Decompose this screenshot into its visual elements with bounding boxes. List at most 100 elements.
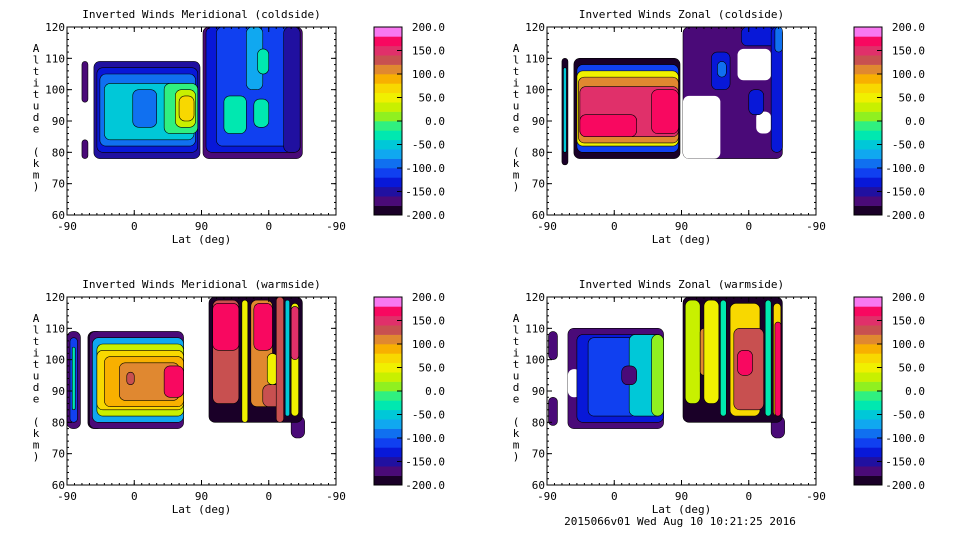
contour-region: [178, 95, 195, 122]
y-tick-label: 60: [532, 479, 545, 492]
colorbar-tick-label: 100.0: [412, 68, 445, 81]
y-tick-label: 110: [45, 52, 65, 65]
colorbar-swatch: [854, 92, 882, 103]
contour-regions: [561, 27, 783, 166]
colorbar-swatch: [374, 428, 402, 439]
y-tick-label: 90: [52, 115, 65, 128]
contour-region: [290, 306, 299, 360]
contour-region: [126, 371, 135, 386]
y-axis-label-char: l: [513, 324, 520, 337]
y-tick-label: 100: [525, 84, 545, 97]
y-axis-label-char: k: [33, 157, 40, 170]
contour-region: [748, 89, 764, 116]
contour-region: [563, 67, 567, 153]
colorbar-swatch: [854, 55, 882, 65]
contour-region: [717, 61, 727, 78]
colorbar-tick-label: 200.0: [892, 291, 925, 304]
y-tick-label: 70: [532, 178, 545, 191]
colorbar-swatch: [374, 325, 402, 335]
colorbar-swatch: [374, 372, 402, 382]
colorbar-tick-label: 50.0: [899, 92, 926, 105]
y-axis-label-char: e: [33, 393, 40, 406]
data-gap: [682, 95, 721, 159]
colorbar-swatch: [854, 83, 882, 94]
x-tick-label: 0: [131, 490, 138, 503]
colorbar-swatch: [374, 111, 402, 122]
colorbar-swatch: [374, 139, 402, 150]
contour-region: [737, 349, 753, 376]
y-axis-label-char: t: [513, 335, 520, 348]
contour-region: [275, 297, 284, 423]
colorbar: -200.0 -150.0 -100.0 -50.0 0.0 50.0 100.0 150.0…: [853, 21, 926, 222]
colorbar-swatch: [374, 45, 402, 56]
x-axis-label: Lat (deg): [172, 233, 232, 246]
contour-region: [81, 139, 89, 159]
contour-region: [548, 331, 558, 360]
y-tick-label: 60: [52, 209, 65, 222]
x-tick-label: -90: [57, 220, 77, 233]
y-tick-label: 90: [532, 115, 545, 128]
colorbar-swatch: [854, 400, 882, 411]
colorbar-swatch: [854, 158, 882, 169]
y-axis-label-char: i: [33, 347, 40, 360]
x-tick-label: 90: [675, 220, 688, 233]
colorbar-swatch: [854, 372, 882, 382]
colorbar-tick-label: 50.0: [899, 362, 926, 375]
y-axis-label-char: u: [33, 100, 40, 113]
y-axis-label-char: i: [513, 77, 520, 90]
y-tick-label: 120: [525, 291, 545, 304]
y-tick-label: 110: [525, 52, 545, 65]
chart-title: Inverted Winds Meridional (warmside): [82, 278, 320, 291]
colorbar-swatch: [854, 74, 882, 84]
colorbar: -200.0 -150.0 -100.0 -50.0 0.0 50.0 100.0 150.0…: [373, 21, 445, 222]
colorbar-swatch: [374, 475, 402, 486]
colorbar-tick-label: 150.0: [892, 315, 925, 328]
colorbar-swatch: [854, 438, 882, 448]
y-axis-label-char: t: [513, 88, 520, 101]
colorbar-tick-label: 150.0: [412, 45, 445, 58]
y-axis-label-char: m: [513, 439, 520, 452]
y-tick-label: 80: [52, 146, 65, 159]
chart-panel: Inverted Winds Zonal (warmside) -90 0 90 0 -9…: [513, 278, 925, 516]
colorbar-swatch: [854, 447, 882, 458]
colorbar-tick-label: 100.0: [412, 338, 445, 351]
x-tick-label: -90: [537, 220, 557, 233]
colorbar-tick-label: 100.0: [892, 68, 925, 81]
contour-region: [253, 302, 273, 351]
contour-region: [283, 27, 301, 153]
y-tick-label: 110: [45, 322, 65, 335]
colorbar-tick-label: 0.0: [905, 385, 925, 398]
x-tick-label: 90: [195, 490, 208, 503]
colorbar-swatch: [854, 139, 882, 150]
colorbar-swatch: [854, 27, 882, 37]
colorbar-tick-label: 0.0: [425, 385, 445, 398]
chart-title: Inverted Winds Zonal (warmside): [579, 278, 784, 291]
colorbar-swatch: [374, 186, 402, 197]
contour-region: [163, 365, 184, 398]
colorbar-swatch: [374, 149, 402, 159]
colorbar-swatch: [374, 362, 402, 373]
y-axis-label-char: u: [513, 100, 520, 113]
y-tick-label: 70: [52, 178, 65, 191]
x-tick-label: -90: [806, 490, 826, 503]
contour-region: [774, 27, 783, 53]
contour-region: [71, 346, 76, 411]
y-axis-label-char: d: [33, 381, 40, 394]
colorbar-swatch: [374, 353, 402, 364]
footer-timestamp: 2015066v01 Wed Aug 10 10:21:25 2016: [564, 515, 796, 528]
colorbar-swatch: [374, 438, 402, 448]
colorbar-swatch: [854, 391, 882, 401]
colorbar-swatch: [854, 381, 882, 392]
y-axis-label-char: k: [33, 427, 40, 440]
y-axis-label-char: e: [513, 393, 520, 406]
colorbar-swatch: [854, 428, 882, 439]
chart-title: Inverted Winds Zonal (coldside): [579, 8, 784, 21]
colorbar-swatch: [854, 64, 882, 75]
y-axis-label-char: k: [513, 157, 520, 170]
colorbar-swatch: [854, 325, 882, 335]
y-tick-label: 100: [45, 84, 65, 97]
colorbar-tick-label: 150.0: [412, 315, 445, 328]
